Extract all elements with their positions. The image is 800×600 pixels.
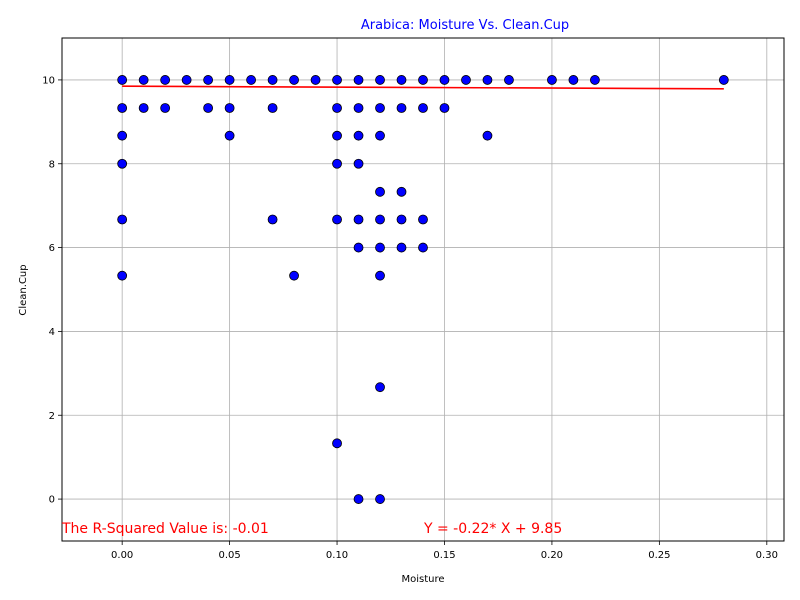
- data-point: [396, 75, 407, 85]
- data-point: [203, 103, 214, 113]
- grid: [62, 38, 784, 541]
- data-point: [353, 130, 364, 141]
- x-tick-label: 0.10: [326, 550, 348, 561]
- data-point: [482, 130, 493, 141]
- data-point: [117, 103, 128, 113]
- data-point: [267, 103, 278, 113]
- y-tick-label: 8: [49, 159, 55, 170]
- x-tick-label: 0.20: [541, 550, 563, 561]
- y-tick-label: 4: [49, 327, 55, 338]
- data-point: [568, 75, 579, 85]
- data-point: [332, 130, 342, 141]
- data-point: [353, 158, 364, 169]
- data-point: [375, 103, 385, 113]
- data-point: [396, 103, 407, 113]
- y-tick-label: 10: [42, 75, 55, 86]
- data-point: [138, 103, 149, 113]
- data-point: [353, 75, 364, 85]
- data-point: [375, 494, 385, 504]
- y-tick-label: 0: [49, 495, 55, 506]
- data-point: [246, 75, 256, 85]
- data-point: [332, 158, 342, 169]
- data-point: [289, 75, 299, 85]
- data-point: [353, 214, 364, 225]
- data-points: [117, 75, 729, 504]
- data-point: [439, 75, 450, 85]
- data-point: [117, 130, 128, 141]
- data-point: [375, 186, 385, 197]
- data-point: [117, 158, 128, 169]
- x-tick-label: 0.30: [756, 550, 778, 561]
- x-tick-label: 0.00: [111, 550, 133, 561]
- regression-line-group: [122, 85, 724, 90]
- plot-frame: [61, 37, 785, 542]
- data-point: [375, 242, 385, 253]
- x-axis-label: Moisture: [401, 574, 444, 585]
- data-point: [267, 75, 278, 85]
- y-tick-label: 6: [49, 243, 55, 254]
- data-point: [353, 242, 364, 253]
- data-point: [310, 75, 321, 85]
- data-point: [117, 75, 128, 85]
- r-squared-annotation: The R-Squared Value is: -0.01: [61, 521, 269, 537]
- data-point: [547, 75, 557, 85]
- data-point: [396, 242, 407, 253]
- data-point: [375, 270, 385, 281]
- x-tick-label: 0.05: [218, 550, 240, 561]
- data-point: [439, 103, 450, 113]
- y-tick-label: 2: [49, 411, 55, 422]
- data-point: [375, 130, 385, 141]
- data-point: [590, 75, 600, 85]
- data-point: [160, 103, 171, 113]
- x-tick-label: 0.15: [433, 550, 455, 561]
- data-point: [375, 214, 385, 225]
- data-point: [418, 103, 428, 113]
- regression-line: [122, 85, 724, 90]
- data-point: [353, 494, 364, 504]
- data-point: [332, 438, 342, 449]
- data-point: [482, 75, 493, 85]
- data-point: [375, 75, 385, 85]
- data-point: [224, 103, 235, 113]
- regression-equation-annotation: Y = -0.22* X + 9.85: [423, 521, 562, 537]
- data-point: [396, 186, 407, 197]
- data-point: [461, 75, 471, 85]
- data-point: [353, 103, 364, 113]
- data-point: [117, 270, 128, 281]
- data-point: [289, 270, 299, 281]
- data-point: [418, 75, 428, 85]
- data-point: [375, 382, 385, 393]
- data-point: [224, 130, 235, 141]
- x-tick-label: 0.25: [648, 550, 670, 561]
- data-point: [418, 242, 428, 253]
- data-point: [181, 75, 192, 85]
- data-point: [160, 75, 171, 85]
- data-point: [396, 214, 407, 225]
- data-point: [418, 214, 428, 225]
- data-point: [203, 75, 214, 85]
- data-point: [504, 75, 514, 85]
- data-point: [117, 214, 128, 225]
- data-point: [332, 75, 342, 85]
- data-point: [332, 103, 342, 113]
- data-point: [224, 75, 235, 85]
- data-point: [718, 75, 729, 85]
- data-point: [138, 75, 149, 85]
- chart-title: Arabica: Moisture Vs. Clean.Cup: [361, 18, 569, 33]
- data-point: [267, 214, 278, 225]
- data-point: [332, 214, 342, 225]
- y-axis-label: Clean.Cup: [18, 264, 29, 315]
- ticks: 0.00 0.05 0.10 0.15 0.20 0.25 0.30 0 2 4 6 8 10: [42, 75, 778, 561]
